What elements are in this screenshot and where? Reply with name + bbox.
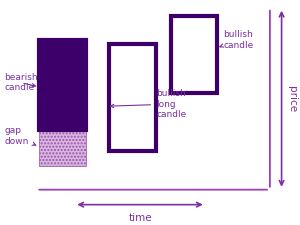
Text: price: price: [287, 86, 297, 112]
Bar: [110, 44, 156, 151]
Bar: [39, 130, 86, 166]
Text: time: time: [128, 213, 152, 223]
Text: bullish
candle: bullish candle: [220, 30, 254, 50]
Text: bullish
long
candle: bullish long candle: [110, 89, 186, 119]
Text: gap
down: gap down: [4, 126, 36, 146]
Bar: [39, 40, 86, 130]
Bar: [171, 16, 218, 93]
Text: bearish
candle: bearish candle: [4, 73, 38, 92]
